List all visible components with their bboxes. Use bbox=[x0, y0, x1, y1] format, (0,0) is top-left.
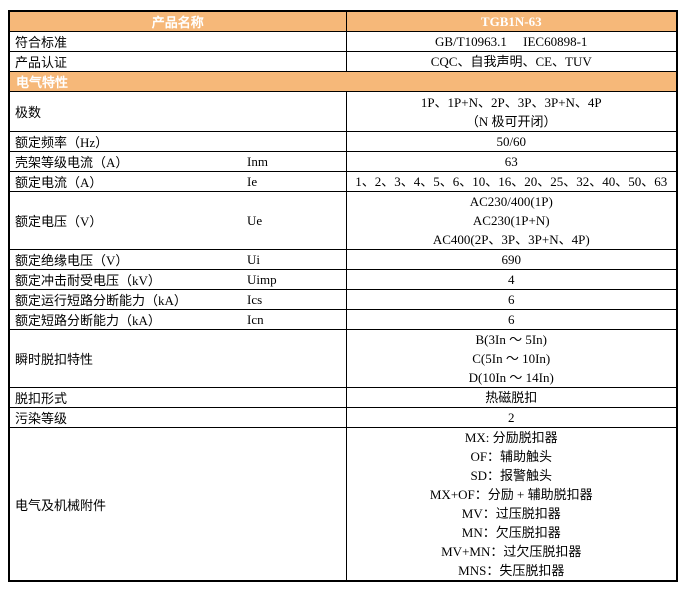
spec-value: 6 bbox=[345, 309, 678, 330]
spec-name: 额定电压（V） Ue bbox=[8, 191, 347, 250]
spec-value: CQC、自我声明、CE、TUV bbox=[345, 51, 678, 72]
spec-value-line: MNS：失压脱扣器 bbox=[458, 563, 565, 578]
spec-name-label: 额定短路分断能力（kA） bbox=[15, 313, 161, 328]
spec-value-line: MV+MN：过欠压脱扣器 bbox=[441, 544, 582, 559]
spec-symbol: Ie bbox=[247, 173, 258, 189]
spec-name: 额定绝缘电压（V） Ui bbox=[8, 249, 347, 270]
spec-value-line: AC400(2P、3P、3P+N、4P) bbox=[432, 232, 590, 247]
spec-value-line: MN：欠压脱扣器 bbox=[461, 525, 561, 540]
product-model-header: TGB1N-63 bbox=[345, 10, 678, 32]
spec-value: 690 bbox=[345, 249, 678, 270]
table-row: 额定冲击耐受电压（kV） Uimp 4 bbox=[8, 269, 678, 290]
spec-value: 63 bbox=[345, 151, 678, 172]
spec-value: B(3In ～ 5In) C(5In ～ 10In) D(10In ～ 14In… bbox=[345, 329, 678, 388]
spec-name: 额定电流（A） Ie bbox=[8, 171, 347, 192]
spec-name: 瞬时脱扣特性 bbox=[8, 329, 347, 388]
spec-value-line: OF：辅助触头 bbox=[470, 449, 553, 464]
table-row: 符合标准 GB/T10963.1 IEC60898-1 bbox=[8, 31, 678, 52]
spec-value: 1P、1P+N、2P、3P、3P+N、4P （N 极可开闭） bbox=[345, 91, 678, 132]
spec-name: 壳架等级电流（A） Inm bbox=[8, 151, 347, 172]
spec-name-label: 额定电流（A） bbox=[15, 175, 103, 190]
spec-value-line: 1P、1P+N、2P、3P、3P+N、4P bbox=[420, 94, 602, 110]
spec-name-label: 额定绝缘电压（V） bbox=[15, 253, 129, 268]
spec-value: 4 bbox=[345, 269, 678, 290]
spec-symbol: Uimp bbox=[247, 271, 277, 287]
spec-name: 符合标准 bbox=[8, 31, 347, 52]
spec-name: 极数 bbox=[8, 91, 347, 132]
spec-symbol: Ui bbox=[247, 251, 260, 267]
table-row: 产品认证 CQC、自我声明、CE、TUV bbox=[8, 51, 678, 72]
spec-name: 污染等级 bbox=[8, 407, 347, 428]
table-row: 额定频率（Hz） 50/60 bbox=[8, 131, 678, 152]
spec-name: 额定短路分断能力（kA） Icn bbox=[8, 309, 347, 330]
table-row: 额定运行短路分断能力（kA） Ics 6 bbox=[8, 289, 678, 310]
spec-value-line: D(10In ～ 14In) bbox=[468, 370, 554, 385]
product-name-header: 产品名称 bbox=[8, 10, 347, 32]
spec-value: 6 bbox=[345, 289, 678, 310]
spec-value: 1、2、3、4、5、6、10、16、20、25、32、40、50、63 bbox=[345, 171, 678, 192]
spec-name: 额定运行短路分断能力（kA） Ics bbox=[8, 289, 347, 310]
table-row: 额定电压（V） Ue AC230/400(1P) AC230(1P+N) AC4… bbox=[8, 191, 678, 250]
spec-symbol: Ue bbox=[247, 212, 263, 228]
spec-value: GB/T10963.1 IEC60898-1 bbox=[345, 31, 678, 52]
section-header-electrical: 电气特性 bbox=[8, 71, 678, 92]
spec-name: 电气及机械附件 bbox=[8, 427, 347, 582]
spec-value-line: （N 极可开闭） bbox=[465, 113, 557, 129]
spec-value-line: B(3In ～ 5In) bbox=[475, 332, 548, 347]
spec-value-line: SD：报警触头 bbox=[470, 468, 553, 483]
spec-symbol: Icn bbox=[247, 311, 264, 327]
table-row: 壳架等级电流（A） Inm 63 bbox=[8, 151, 678, 172]
spec-name: 产品认证 bbox=[8, 51, 347, 72]
table-row: 电气及机械附件 MX: 分励脱扣器 OF：辅助触头 SD：报警触头 MX+OF：… bbox=[8, 427, 678, 582]
table-row: 额定短路分断能力（kA） Icn 6 bbox=[8, 309, 678, 330]
spec-name-label: 额定运行短路分断能力（kA） bbox=[15, 293, 187, 308]
table-row: 额定绝缘电压（V） Ui 690 bbox=[8, 249, 678, 270]
spec-name: 脱扣形式 bbox=[8, 387, 347, 408]
spec-value-line: MX: 分励脱扣器 bbox=[464, 430, 558, 445]
table-row: 极数 1P、1P+N、2P、3P、3P+N、4P （N 极可开闭） bbox=[8, 91, 678, 132]
spec-name-label: 额定电压（V） bbox=[15, 214, 103, 229]
spec-value-line: AC230(1P+N) bbox=[472, 213, 550, 228]
spec-value: AC230/400(1P) AC230(1P+N) AC400(2P、3P、3P… bbox=[345, 191, 678, 250]
table-row: 瞬时脱扣特性 B(3In ～ 5In) C(5In ～ 10In) D(10In… bbox=[8, 329, 678, 388]
spec-symbol: Ics bbox=[247, 291, 263, 307]
spec-value: MX: 分励脱扣器 OF：辅助触头 SD：报警触头 MX+OF：分励 + 辅助脱… bbox=[345, 427, 678, 582]
spec-value-line: MX+OF：分励 + 辅助脱扣器 bbox=[429, 487, 593, 502]
spec-name: 额定频率（Hz） bbox=[8, 131, 347, 152]
spec-value-line: MV：过压脱扣器 bbox=[461, 506, 561, 521]
table-row: 额定电流（A） Ie 1、2、3、4、5、6、10、16、20、25、32、40… bbox=[8, 171, 678, 192]
table-row: 污染等级 2 bbox=[8, 407, 678, 428]
spec-name: 额定冲击耐受电压（kV） Uimp bbox=[8, 269, 347, 290]
spec-value: 热磁脱扣 bbox=[345, 387, 678, 408]
section-title: 电气特性 bbox=[8, 71, 678, 92]
spec-value-line: AC230/400(1P) bbox=[469, 194, 553, 209]
spec-value: 2 bbox=[345, 407, 678, 428]
spec-symbol: Inm bbox=[247, 153, 268, 169]
product-spec-table: 产品名称 TGB1N-63 符合标准 GB/T10963.1 IEC60898-… bbox=[8, 10, 678, 582]
table-row: 脱扣形式 热磁脱扣 bbox=[8, 387, 678, 408]
spec-value: 50/60 bbox=[345, 131, 678, 152]
spec-value-line: C(5In ～ 10In) bbox=[472, 351, 551, 366]
spec-name-label: 额定冲击耐受电压（kV） bbox=[15, 273, 161, 288]
table-header-row: 产品名称 TGB1N-63 bbox=[8, 10, 678, 32]
spec-name-label: 壳架等级电流（A） bbox=[15, 155, 129, 170]
